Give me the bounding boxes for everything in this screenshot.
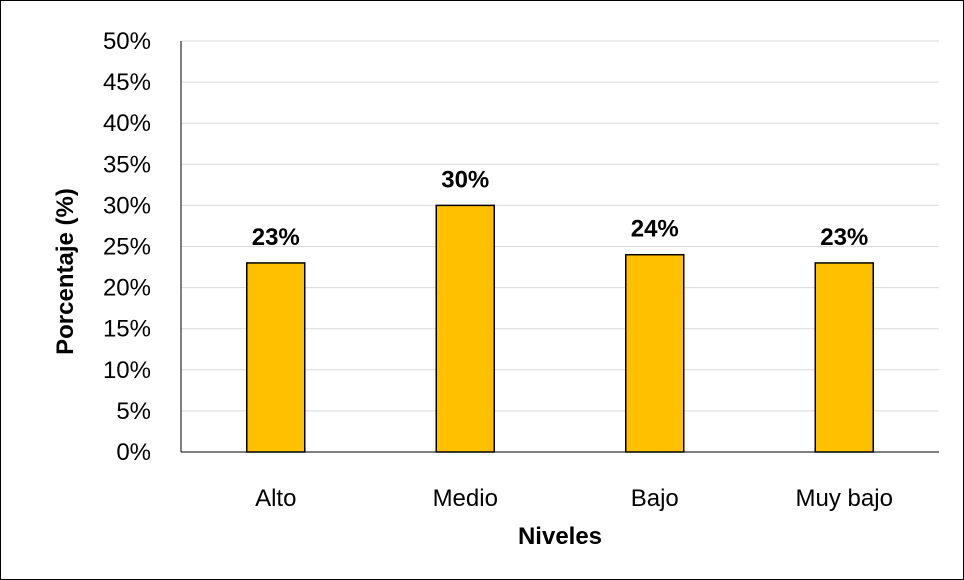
data-label: 24% [631,216,679,243]
y-tick-label: 45% [103,69,151,96]
bar-medio [435,204,495,453]
y-tick-label: 5% [116,398,151,425]
x-tick-label: Alto [255,485,296,512]
x-tick-labels: Alto Medio Bajo Muy bajo [255,485,893,512]
y-tick-label: 0% [116,439,151,466]
gridlines [181,40,939,412]
axes [180,41,939,453]
y-tick-labels: 0% 5% 10% 15% 20% 25% 30% 35% 40% 45% 50% [103,28,151,466]
bar-muy-bajo [814,262,874,453]
x-tick-label: Medio [433,485,498,512]
bar-alto [246,262,306,453]
bar-bajo [625,253,685,453]
data-labels: 23% 30% 24% 23% [252,166,869,251]
y-tick-label: 10% [103,357,151,384]
y-tick-label: 50% [103,28,151,55]
y-tick-label: 25% [103,234,151,261]
data-label: 23% [252,224,300,251]
x-tick-label: Muy bajo [796,485,893,512]
data-label: 30% [441,166,489,193]
y-tick-label: 20% [103,275,151,302]
y-tick-label: 30% [103,192,151,219]
y-tick-label: 40% [103,110,151,137]
x-axis-title: Niveles [518,523,602,550]
x-tick-label: Bajo [631,485,679,512]
y-tick-label: 15% [103,316,151,343]
y-axis-title: Porcentaje (%) [52,188,79,355]
data-label: 23% [820,224,868,251]
y-tick-label: 35% [103,151,151,178]
